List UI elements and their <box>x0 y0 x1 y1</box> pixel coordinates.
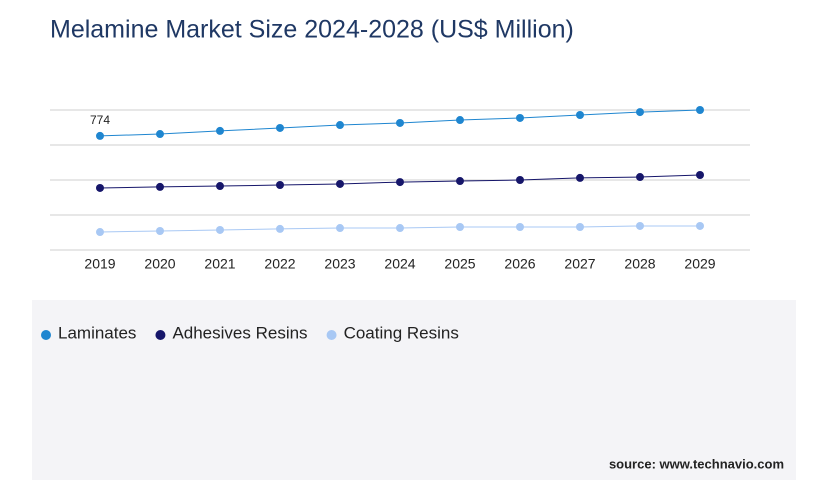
point <box>636 173 644 182</box>
data-label: 774 <box>90 113 110 127</box>
x-tick-label: 2025 <box>444 256 475 272</box>
point <box>96 228 104 237</box>
legend-marker <box>155 330 166 340</box>
x-tick-label: 2022 <box>264 256 295 272</box>
x-tick-label: 2023 <box>324 256 355 272</box>
point <box>576 223 584 232</box>
point <box>396 118 404 127</box>
legend-marker <box>41 330 51 340</box>
x-tick-label: 2027 <box>564 256 595 272</box>
point <box>216 225 224 234</box>
point <box>96 131 104 140</box>
point <box>516 176 524 184</box>
x-tick-label: 2019 <box>84 256 115 272</box>
point <box>576 173 584 182</box>
point <box>456 116 464 125</box>
point <box>216 182 224 191</box>
point <box>276 123 284 132</box>
source: source: www.technavio.com <box>609 456 784 471</box>
point <box>156 182 164 191</box>
x-tick-label: 2024 <box>384 256 415 272</box>
x-tick-label: 2021 <box>204 256 235 272</box>
point <box>336 121 344 130</box>
legend-panel <box>32 300 796 480</box>
point <box>696 221 704 230</box>
point <box>336 224 344 233</box>
point <box>396 178 404 187</box>
point <box>156 130 164 139</box>
legend-label: Laminates <box>58 323 136 342</box>
point <box>156 226 164 235</box>
point <box>696 170 704 179</box>
point <box>576 111 584 120</box>
legend-label: Coating Resins <box>344 323 459 342</box>
point <box>636 221 644 230</box>
point <box>336 179 344 188</box>
legend-marker <box>326 330 337 340</box>
x-tick-label: 2026 <box>504 256 535 272</box>
point <box>276 181 284 190</box>
point <box>396 224 404 233</box>
point <box>636 108 644 117</box>
legend-label: Adhesives Resins <box>172 323 307 342</box>
x-tick-label: 2020 <box>144 256 175 272</box>
x-tick-label: 2029 <box>684 256 715 272</box>
point <box>516 113 524 122</box>
point <box>96 183 104 192</box>
point <box>216 126 224 135</box>
point <box>516 223 524 232</box>
chart-title: Melamine Market Size 2024-2028 (US$ Mill… <box>50 16 574 44</box>
point <box>456 223 464 232</box>
x-tick-label: 2028 <box>624 256 655 272</box>
point <box>696 106 704 114</box>
point <box>456 177 464 186</box>
point <box>276 224 284 233</box>
